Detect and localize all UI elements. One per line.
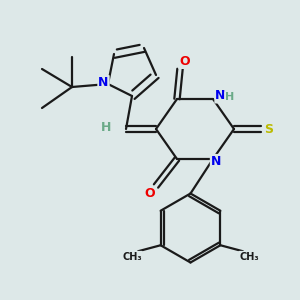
Text: N: N xyxy=(215,89,226,103)
Text: O: O xyxy=(145,187,155,200)
Text: H: H xyxy=(225,92,234,103)
Text: N: N xyxy=(211,155,221,168)
Text: CH₃: CH₃ xyxy=(239,252,259,262)
Text: N: N xyxy=(98,76,109,89)
Text: S: S xyxy=(264,122,273,136)
Text: H: H xyxy=(101,121,112,134)
Text: CH₃: CH₃ xyxy=(122,252,142,262)
Text: O: O xyxy=(179,55,190,68)
